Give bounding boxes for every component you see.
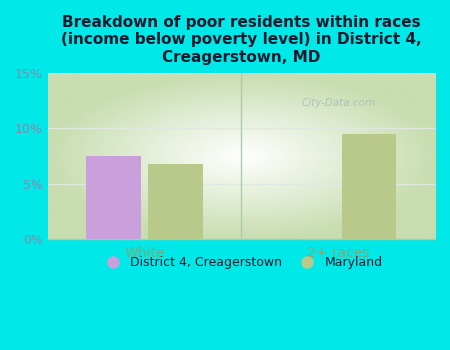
Bar [86,156,141,239]
Title: Breakdown of poor residents within races
(income below poverty level) in Distric: Breakdown of poor residents within races… [61,15,422,65]
Bar [148,164,202,239]
Legend: District 4, Creagerstown, Maryland: District 4, Creagerstown, Maryland [95,251,388,274]
Text: City-Data.com: City-Data.com [301,98,375,108]
Bar [342,134,396,239]
